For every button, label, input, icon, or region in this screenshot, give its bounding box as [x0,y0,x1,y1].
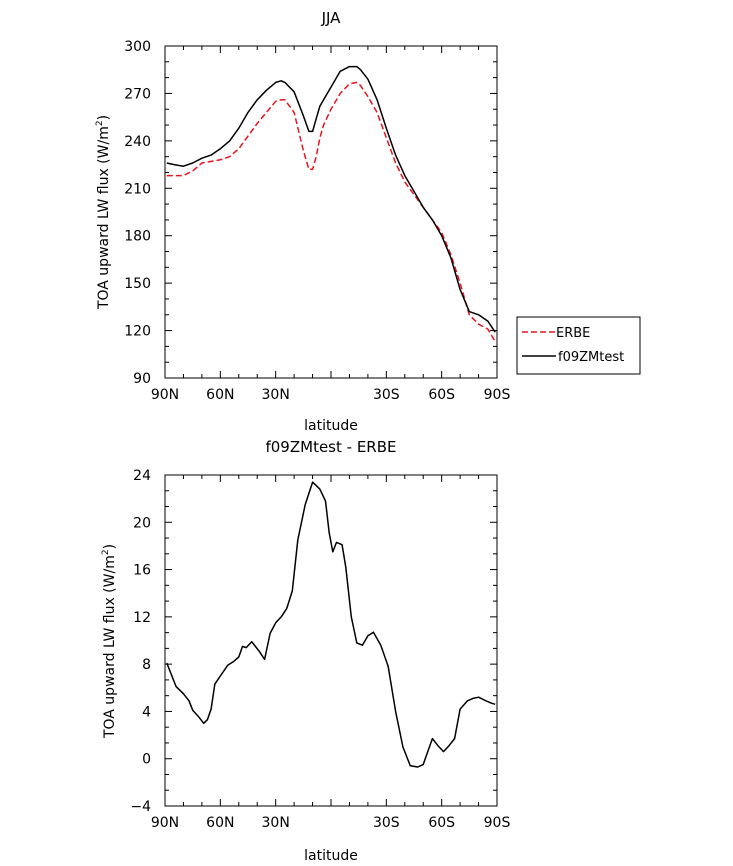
x-tick-label: 60S [428,815,455,831]
series-line-erbe [166,81,496,342]
legend-label-f09zmtest: f09ZMtest [558,350,624,365]
tick-labels: 90N 60N 30N 30S 60S 90S 90 120 150 180 210 240 270 30… [124,39,510,403]
axis-ticks [164,474,498,807]
plot-series [166,481,496,768]
y-tick-label: 12 [133,610,151,626]
x-tick-label: 90N [151,387,179,403]
y-tick-label: 24 [133,468,151,484]
y-tick-label: 4 [142,704,151,720]
x-tick-label: 60S [428,387,455,403]
y-tick-label: 270 [124,86,151,102]
series-line-f09zmtest [166,65,496,333]
x-tick-label: 60N [206,815,234,831]
plot-series [166,65,496,342]
y-axis-label: TOA upward LW flux (W/m2) [95,115,112,310]
x-tick-label: 90S [484,815,511,831]
x-tick-label: 60N [206,387,234,403]
x-tick-label: 90N [151,815,179,831]
y-axis-label: TOA upward LW flux (W/m2) [101,544,118,739]
x-tick-label: 30S [373,815,400,831]
y-tick-label: 0 [142,752,151,768]
x-tick-label: 30N [262,815,290,831]
series-line-diff-0 [166,481,496,768]
y-tick-label: 300 [124,39,151,55]
x-axis-label: latitude [304,418,358,434]
plot-frame [164,45,498,379]
y-tick-label: 90 [133,371,151,387]
panel-title: f09ZMtest - ERBE [265,438,396,456]
y-axis-label-superscript: 2 [101,549,111,555]
y-tick-label: 16 [133,563,151,579]
y-tick-label: 180 [124,229,151,245]
legend-label-erbe: ERBE [556,326,590,341]
y-tick-label: 8 [142,657,151,673]
x-tick-label: 30S [373,387,400,403]
panel-title: JJA [321,9,342,27]
legend-box [516,316,641,375]
y-tick-label: 150 [124,276,151,292]
panel-bottom: f09ZMtest - ERBE 90N 60N 30N 30S 60S 90S −4 0 4 8… [101,438,510,864]
tick-labels: 90N 60N 30N 30S 60S 90S −4 0 4 8 12 16 20 24 [130,468,510,831]
y-axis-label-superscript: 2 [95,120,105,126]
y-tick-label: 210 [124,181,151,197]
y-tick-label: 240 [124,134,151,150]
panel-top: JJA 90N 60N 30N 30S 60S 90S 90 120 150 180 210 240 2… [95,9,641,434]
y-tick-label: 20 [133,515,151,531]
legend: ERBE f09ZMtest [516,316,641,375]
y-tick-label: 120 [124,324,151,340]
x-axis-label: latitude [304,848,358,864]
axis-ticks [164,45,498,379]
y-tick-label: −4 [130,799,151,815]
x-tick-label: 30N [262,387,290,403]
x-tick-label: 90S [484,387,511,403]
plot-frame [164,474,498,807]
